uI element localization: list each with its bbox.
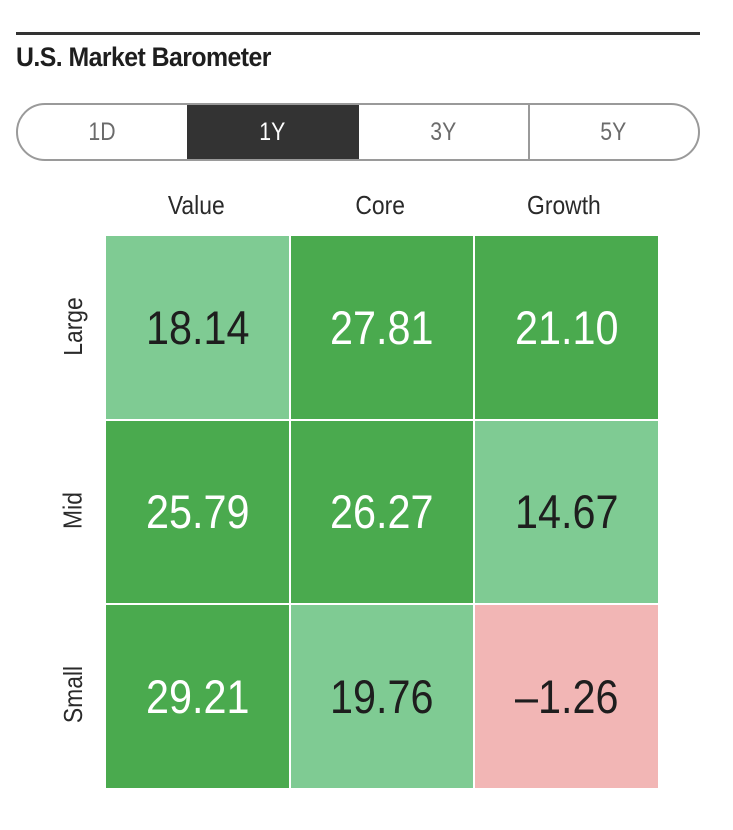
tab-1d[interactable]: 1D [18,105,187,159]
cell-large-core[interactable]: 27.81 [290,236,474,419]
period-tabs: 1D 1Y 3Y 5Y [16,103,700,161]
cell-mid-growth[interactable]: 14.67 [475,420,658,604]
cell-small-growth[interactable]: –1.26 [475,605,658,788]
tab-1d-label: 1D [88,117,116,146]
tab-1y-label: 1Y [259,117,286,146]
row-header-small: Small [57,665,88,723]
cell-mid-core[interactable]: 26.27 [290,420,474,604]
cell-large-value[interactable]: 18.14 [106,236,289,419]
top-divider [16,32,700,35]
cell-small-value[interactable]: 29.21 [106,605,289,788]
column-header-value: Value [167,190,225,220]
tab-1y[interactable]: 1Y [186,105,357,159]
row-header-mid: Mid [57,491,88,529]
tab-3y[interactable]: 3Y [357,105,528,159]
cell-small-core[interactable]: 19.76 [290,605,474,788]
cell-mid-value[interactable]: 25.79 [106,420,289,604]
column-header-growth: Growth [527,190,601,220]
widget-title: U.S. Market Barometer [16,42,271,72]
column-header-core: Core [355,190,405,220]
barometer-grid: 18.14 27.81 21.10 25.79 26.27 14.67 29.2… [106,236,658,788]
tab-5y[interactable]: 5Y [527,105,699,159]
row-header-large: Large [57,296,88,356]
cell-large-growth[interactable]: 21.10 [475,236,658,419]
tab-5y-label: 5Y [600,117,627,146]
tab-3y-label: 3Y [430,117,457,146]
